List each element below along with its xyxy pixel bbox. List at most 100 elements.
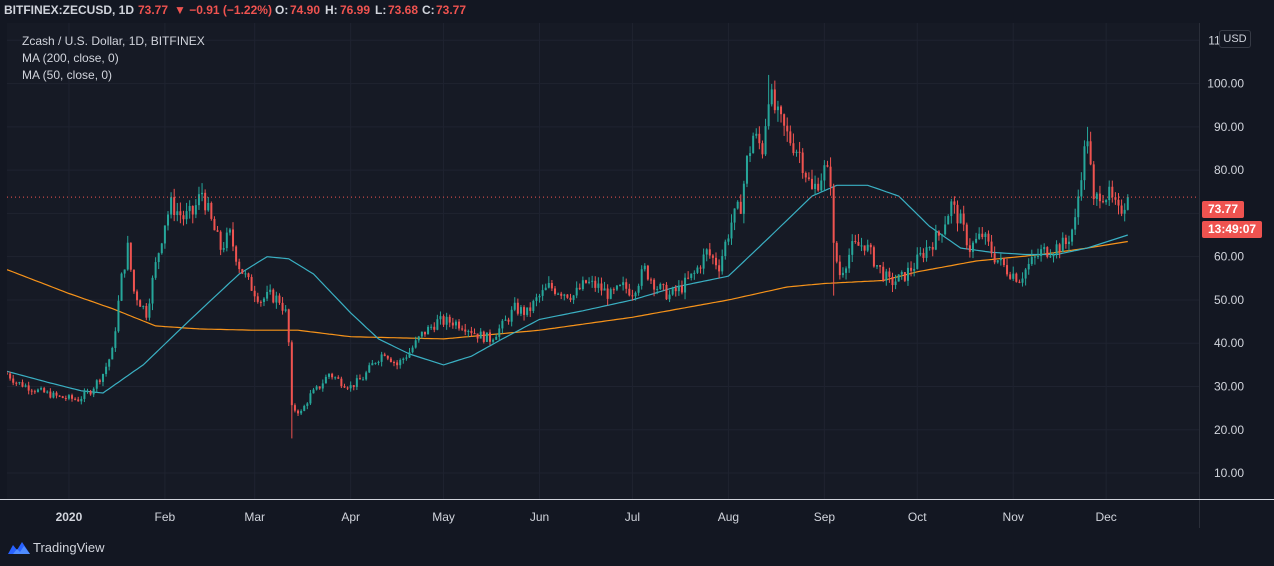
- candle: [266, 285, 269, 302]
- candle: [891, 272, 894, 293]
- candle: [975, 232, 978, 244]
- candle: [346, 386, 349, 390]
- candle: [745, 154, 748, 188]
- candle: [1015, 272, 1018, 283]
- candle: [584, 279, 587, 284]
- candle: [1049, 249, 1052, 258]
- grid: [7, 23, 1199, 499]
- candle: [560, 291, 563, 300]
- candle: [315, 385, 318, 391]
- candle: [1095, 191, 1098, 206]
- candle: [516, 298, 519, 316]
- candle: [575, 281, 578, 299]
- candle: [684, 273, 687, 300]
- candle: [287, 308, 290, 347]
- candle: [956, 200, 959, 232]
- candle: [649, 277, 652, 284]
- candle: [801, 148, 804, 179]
- candle: [625, 278, 628, 294]
- candle: [792, 133, 795, 156]
- candle: [188, 200, 191, 219]
- candle: [324, 374, 327, 384]
- candle: [43, 386, 46, 393]
- candle: [458, 319, 461, 331]
- candle: [569, 293, 572, 303]
- candle: [321, 379, 324, 392]
- candle: [711, 254, 714, 265]
- candle: [934, 224, 937, 251]
- candle: [981, 227, 984, 240]
- candle: [253, 285, 256, 303]
- chart-title[interactable]: Zcash / U.S. Dollar, 1D, BITFINEX: [22, 34, 205, 48]
- price-change: ▼ −0.91 (−1.22%): [174, 3, 272, 17]
- candle: [656, 286, 659, 295]
- candle: [993, 246, 996, 265]
- x-tick-label: 2020: [56, 510, 83, 524]
- candle: [7, 371, 9, 375]
- candle: [297, 409, 300, 416]
- y-tick-label: 60.00: [1214, 250, 1244, 264]
- candle: [1117, 193, 1120, 215]
- candle: [990, 234, 993, 258]
- y-tick-label: 80.00: [1214, 163, 1244, 177]
- candle: [634, 291, 637, 301]
- candle: [247, 272, 250, 280]
- y-axis[interactable]: 10.0020.0030.0040.0050.0060.0070.0080.00…: [1199, 23, 1245, 528]
- tradingview-logo-icon[interactable]: [8, 540, 32, 556]
- candle: [58, 395, 61, 398]
- candle: [591, 275, 594, 288]
- candle: [173, 188, 176, 222]
- ma200-line: [7, 240, 1128, 340]
- ma50-line: [7, 184, 1128, 394]
- chart-pane[interactable]: Zcash / U.S. Dollar, 1D, BITFINEX MA (20…: [7, 23, 1199, 499]
- candle: [306, 402, 309, 410]
- candle: [420, 331, 423, 339]
- candle: [396, 360, 399, 370]
- x-axis[interactable]: 2020 Feb Mar Apr May Jun Jul Aug Sep Oct Nov Dec: [0, 499, 1274, 525]
- candle: [368, 362, 371, 374]
- candle: [888, 267, 891, 283]
- candle: [544, 283, 547, 291]
- candle: [1024, 267, 1027, 286]
- candle: [1092, 161, 1095, 206]
- candle: [411, 345, 414, 354]
- candle: [83, 388, 86, 403]
- candle: [473, 328, 476, 335]
- candle: [879, 265, 882, 274]
- candle: [163, 225, 166, 249]
- candle: [950, 198, 953, 224]
- candle: [49, 388, 52, 399]
- candle: [1012, 266, 1015, 281]
- candle: [1108, 180, 1111, 206]
- candle: [718, 259, 721, 279]
- candle: [232, 222, 235, 252]
- ma200-legend[interactable]: MA (200, close, 0): [22, 51, 119, 65]
- candle: [166, 211, 170, 231]
- high-label: H:: [325, 3, 338, 17]
- candle: [578, 283, 581, 291]
- candle: [470, 326, 473, 337]
- price-chart[interactable]: [7, 23, 1199, 499]
- candle: [541, 284, 544, 301]
- y-tick-label: 10.00: [1214, 466, 1244, 480]
- candle: [662, 283, 665, 291]
- last-price: 73.77: [138, 3, 169, 17]
- candle: [900, 270, 903, 280]
- candle: [1052, 252, 1055, 263]
- ma50-legend[interactable]: MA (50, close, 0): [22, 68, 113, 82]
- candle: [185, 202, 188, 225]
- tradingview-brand[interactable]: TradingView: [33, 540, 105, 555]
- candle: [776, 100, 779, 122]
- candle: [526, 307, 529, 317]
- candle: [953, 196, 956, 214]
- x-tick-label: Dec: [1095, 510, 1116, 524]
- candle: [922, 248, 925, 263]
- candle: [609, 287, 612, 300]
- close-value: 73.77: [436, 3, 467, 17]
- candle: [1120, 199, 1123, 217]
- candle: [547, 276, 550, 289]
- currency-badge[interactable]: USD: [1219, 30, 1251, 48]
- candle: [1040, 244, 1043, 262]
- candle: [1018, 279, 1021, 284]
- symbol-label[interactable]: BITFINEX:ZECUSD, 1D: [4, 3, 135, 17]
